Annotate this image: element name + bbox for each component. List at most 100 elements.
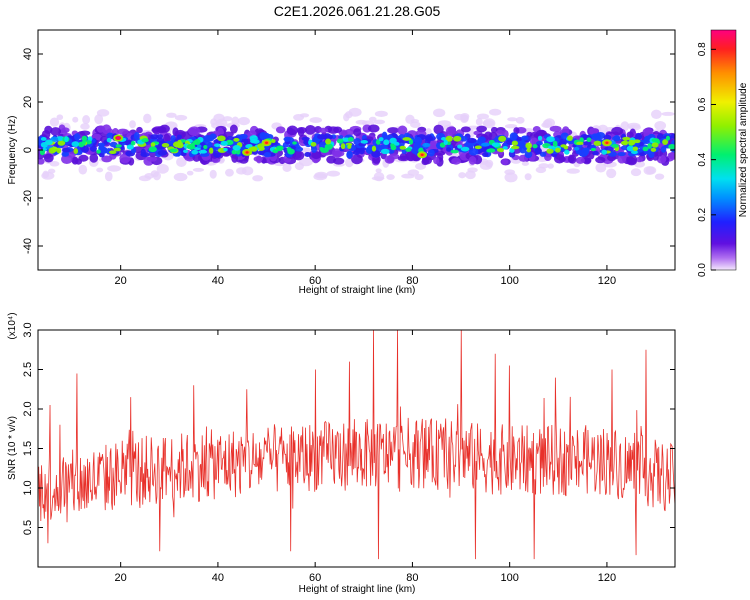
spectrogram-cell <box>263 152 272 158</box>
y-tick-label: 2.0 <box>22 401 34 416</box>
spectrogram-cell <box>311 151 322 160</box>
spectrogram-cell <box>45 139 53 146</box>
spectrogram-cell <box>295 146 304 152</box>
colorbar-gradient <box>710 29 737 271</box>
spectrogram-cell <box>425 134 432 141</box>
spectrogram-cell <box>208 147 214 154</box>
spectrogram-cell <box>559 138 568 146</box>
spectrogram-cell <box>106 132 114 140</box>
spectrogram-x-label: Height of straight line (km) <box>299 285 416 296</box>
spectrogram-cell <box>223 131 234 137</box>
spectrogram-cell <box>161 142 170 148</box>
spectrogram-cell <box>241 166 254 176</box>
spectrogram-cell <box>203 145 208 150</box>
spectrogram-cell <box>209 133 217 140</box>
spectrogram-cell <box>401 173 415 179</box>
spectrogram-cell <box>611 143 619 148</box>
spectrogram-peak <box>116 136 120 140</box>
spectrogram-peak <box>245 151 249 154</box>
spectrogram-cell <box>129 120 136 129</box>
spectrogram-cell <box>183 149 189 153</box>
colorbar-tick-label: 0.6 <box>697 97 708 111</box>
spectrogram-cell <box>253 156 263 162</box>
spectrogram-cell <box>524 173 532 181</box>
spectrogram-cell <box>358 147 365 155</box>
spectrogram-cell <box>176 134 182 140</box>
spectrogram-cell <box>433 124 444 135</box>
spectrogram-cell <box>199 152 210 157</box>
spectrogram-cell <box>74 133 81 141</box>
spectrogram-cell <box>592 150 599 156</box>
x-tick-label: 100 <box>500 275 518 287</box>
spectrogram-cell <box>383 139 390 146</box>
spectrogram-cell <box>89 145 97 152</box>
x-tick-label: 40 <box>212 572 224 584</box>
spectrogram-cell <box>669 151 675 160</box>
spectrogram-peak <box>605 141 609 144</box>
spectrogram-cell <box>388 153 400 160</box>
spectrogram-cell <box>360 139 368 144</box>
spectrogram-cell <box>515 116 525 124</box>
spectrogram-cell <box>397 125 408 136</box>
spectrogram-cell <box>603 134 612 141</box>
spectrogram-cell <box>257 150 266 156</box>
spectrogram-cell <box>57 140 66 146</box>
spectrogram-cell <box>563 145 569 150</box>
spectrogram-cell <box>410 121 421 128</box>
spectrogram-cell <box>433 156 440 165</box>
spectrogram-cell <box>547 163 554 169</box>
spectrogram-cell <box>660 145 667 153</box>
spectrogram-cell <box>665 135 671 141</box>
spectrogram-cell <box>521 135 529 141</box>
spectrogram-cell <box>81 140 86 146</box>
spectrogram-cell <box>642 146 649 152</box>
spectrogram-cell <box>586 137 592 143</box>
spectrogram-cell <box>482 152 489 158</box>
y-tick-label: 2.5 <box>22 362 34 377</box>
spectrogram-cell <box>622 136 631 141</box>
spectrogram-cell <box>483 118 496 129</box>
spectrogram-cell <box>233 137 240 142</box>
spectrogram-cell <box>513 127 520 135</box>
spectrogram-cell <box>374 110 388 117</box>
colorbar-tick-label: 0.2 <box>697 207 708 221</box>
spectrogram-cell <box>196 144 202 149</box>
spectrogram-cell <box>491 142 500 148</box>
colorbar-ticks: 0.0 0.2 0.4 0.6 0.8 <box>697 42 716 277</box>
spectrogram-cell <box>568 154 577 164</box>
spectrogram-cell <box>394 141 400 146</box>
spectrogram-cell <box>661 111 675 116</box>
spectrogram-cell <box>81 135 88 142</box>
spectrogram-cell <box>136 126 143 134</box>
spectrogram-cell <box>186 170 194 176</box>
spectrogram-cell <box>573 146 580 151</box>
spectrogram-cell <box>97 142 106 148</box>
spectrogram-cell <box>78 164 88 175</box>
spectrogram-cell <box>305 124 316 135</box>
spectrogram-cell <box>650 147 657 152</box>
y-tick-label: 0.5 <box>22 520 34 535</box>
spectrogram-cell <box>49 161 60 167</box>
spectrogram-cell <box>386 174 395 180</box>
spectrogram-cell <box>379 144 390 149</box>
spectrogram-cell <box>87 136 93 142</box>
spectrogram-y-label: Frequency (Hz) <box>7 116 18 185</box>
spectrogram-cell <box>466 137 477 144</box>
spectrogram-cell <box>371 145 377 152</box>
spectrogram-cell <box>567 135 573 141</box>
spectrogram-cell <box>532 144 538 149</box>
spectrogram-peak <box>420 153 424 156</box>
spectrogram-cell <box>511 140 519 146</box>
spectrogram-cell <box>96 149 101 154</box>
spectrogram-cell <box>453 135 462 142</box>
spectrogram-cell <box>510 145 520 150</box>
spectrogram-cell <box>347 144 352 149</box>
spectrogram-cell <box>650 109 662 120</box>
x-tick-label: 40 <box>212 275 224 287</box>
spectrogram-cell <box>313 173 328 181</box>
spectrogram-cell <box>620 141 627 145</box>
spectrogram-cell <box>524 150 533 159</box>
spectrogram-cell <box>636 156 643 163</box>
spectrogram-cell <box>555 147 561 153</box>
